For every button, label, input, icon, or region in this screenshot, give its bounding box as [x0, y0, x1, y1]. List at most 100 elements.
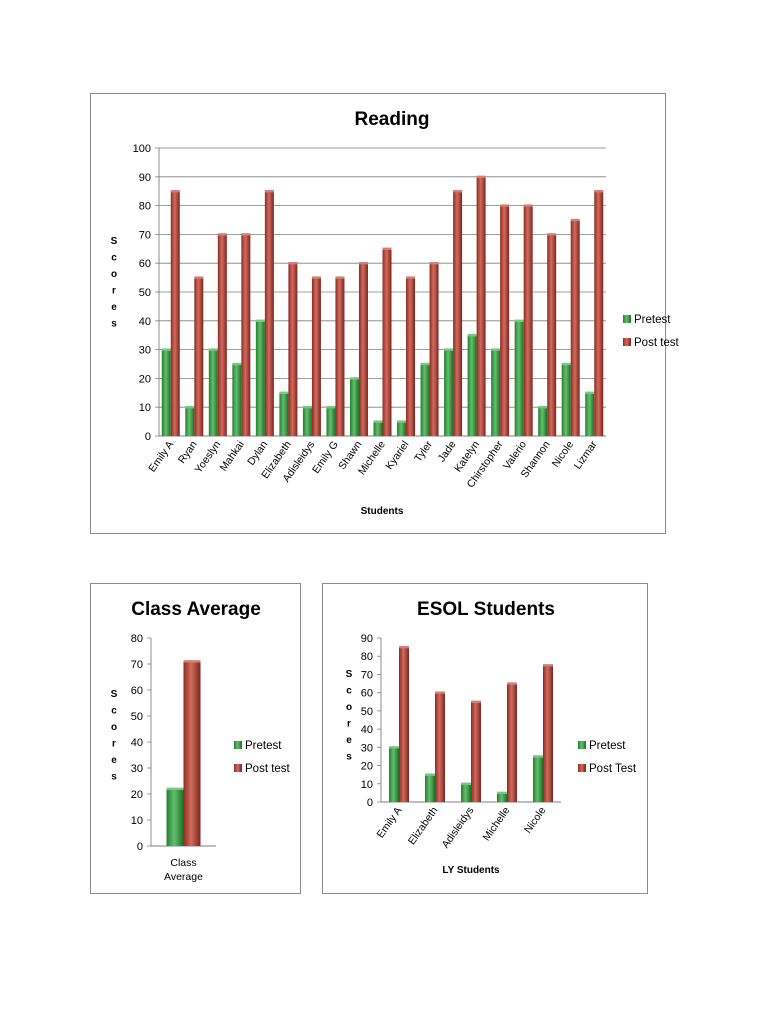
y-tick-label: 10: [139, 402, 151, 414]
bar-post-test: [453, 191, 463, 436]
y-tick-label: 80: [139, 201, 151, 213]
bar-cap: [467, 334, 477, 337]
legend-swatch: [578, 741, 586, 749]
x-category-label: Emily A: [146, 439, 176, 475]
y-tick-label: 50: [139, 287, 151, 299]
bar-post-test: [406, 277, 416, 436]
bar-cap: [183, 660, 201, 663]
bar-pretest: [497, 792, 507, 802]
legend-label: Post test: [245, 763, 291, 775]
y-tick-label: 90: [361, 633, 373, 645]
bar-post-test: [429, 263, 439, 436]
legend-label: Pretest: [634, 314, 671, 326]
bar-post-test: [594, 191, 604, 436]
legend-swatch: [578, 764, 586, 772]
bar-pretest: [389, 747, 399, 802]
bar-pretest: [461, 783, 471, 802]
y-tick-label: 20: [361, 761, 373, 773]
bar-cap: [570, 218, 580, 222]
bar-pretest: [166, 788, 184, 846]
bar-post-test: [435, 692, 445, 802]
bar-pretest: [420, 364, 430, 436]
bar-cap: [594, 190, 604, 193]
y-tick-label: 20: [139, 373, 151, 385]
y-tick-label: 30: [361, 742, 373, 754]
legend-swatch: [234, 741, 242, 749]
bar-cap: [476, 175, 486, 178]
bar-cap: [444, 348, 454, 351]
y-tick-label: 70: [139, 229, 151, 241]
x-category-label: Emily A: [375, 805, 405, 841]
bar-cap: [170, 190, 180, 193]
bar-cap: [302, 406, 312, 409]
bar-post-test: [399, 647, 409, 802]
bar-cap: [349, 377, 359, 380]
bar-cap: [161, 348, 171, 351]
y-tick-label: 40: [361, 724, 373, 736]
bar-cap: [358, 262, 368, 265]
y-tick-label: 100: [133, 143, 151, 155]
y-tick-label: 20: [131, 789, 143, 801]
chart-title: ESOL Students: [417, 599, 555, 620]
y-tick-label: 80: [131, 633, 143, 645]
bar-cap: [335, 276, 345, 279]
y-tick-label: 10: [361, 779, 373, 791]
bar-cap: [491, 348, 501, 351]
bar-cap: [461, 782, 471, 785]
bar-pretest: [161, 349, 171, 436]
bar-cap: [533, 755, 543, 758]
x-category-label: Mahkai: [218, 439, 247, 474]
bar-pretest: [585, 392, 595, 436]
bar-pretest: [185, 407, 195, 436]
legend-label: Pretest: [245, 740, 282, 752]
bar-pretest: [533, 756, 543, 802]
bar-cap: [585, 391, 595, 394]
bar-cap: [255, 319, 265, 322]
y-tick-label: 60: [361, 688, 373, 700]
y-tick-label: 70: [361, 669, 373, 681]
bar-post-test: [170, 191, 180, 436]
bar-cap: [232, 362, 242, 366]
bar-cap: [311, 276, 321, 279]
y-tick-label: 40: [131, 737, 143, 749]
x-category-label: Jade: [436, 439, 459, 465]
y-tick-label: 50: [361, 706, 373, 718]
bar-pretest: [326, 407, 336, 436]
y-tick-label: 50: [131, 711, 143, 723]
bar-cap: [561, 362, 571, 366]
bar-pretest: [279, 392, 289, 436]
y-tick-label: 0: [137, 841, 143, 853]
bar-cap: [523, 204, 533, 207]
bar-cap: [397, 420, 407, 423]
bar-cap: [453, 190, 463, 193]
bar-cap: [507, 682, 517, 685]
bar-post-test: [547, 234, 557, 436]
x-category-label: Kyariel: [383, 439, 411, 472]
bar-post-test: [194, 277, 204, 436]
bar-cap: [420, 362, 430, 366]
y-tick-label: 0: [145, 431, 151, 443]
bar-post-test: [241, 234, 251, 436]
bar-post-test: [500, 205, 510, 436]
bar-cap: [543, 664, 553, 667]
bar-post-test: [471, 701, 481, 802]
y-tick-label: 30: [131, 763, 143, 775]
legend-swatch: [623, 315, 631, 323]
legend-swatch: [623, 338, 631, 346]
y-tick-label: 60: [139, 258, 151, 270]
bar-post-test: [217, 234, 227, 436]
bar-post-test: [543, 665, 553, 802]
bar-cap: [471, 700, 481, 703]
y-tick-label: 60: [131, 685, 143, 697]
bar-cap: [497, 791, 507, 795]
legend-swatch: [234, 764, 242, 772]
bar-cap: [326, 406, 336, 409]
bar-pretest: [302, 407, 312, 436]
x-category-label: Adisleidys: [440, 805, 477, 851]
y-tick-label: 80: [361, 651, 373, 663]
